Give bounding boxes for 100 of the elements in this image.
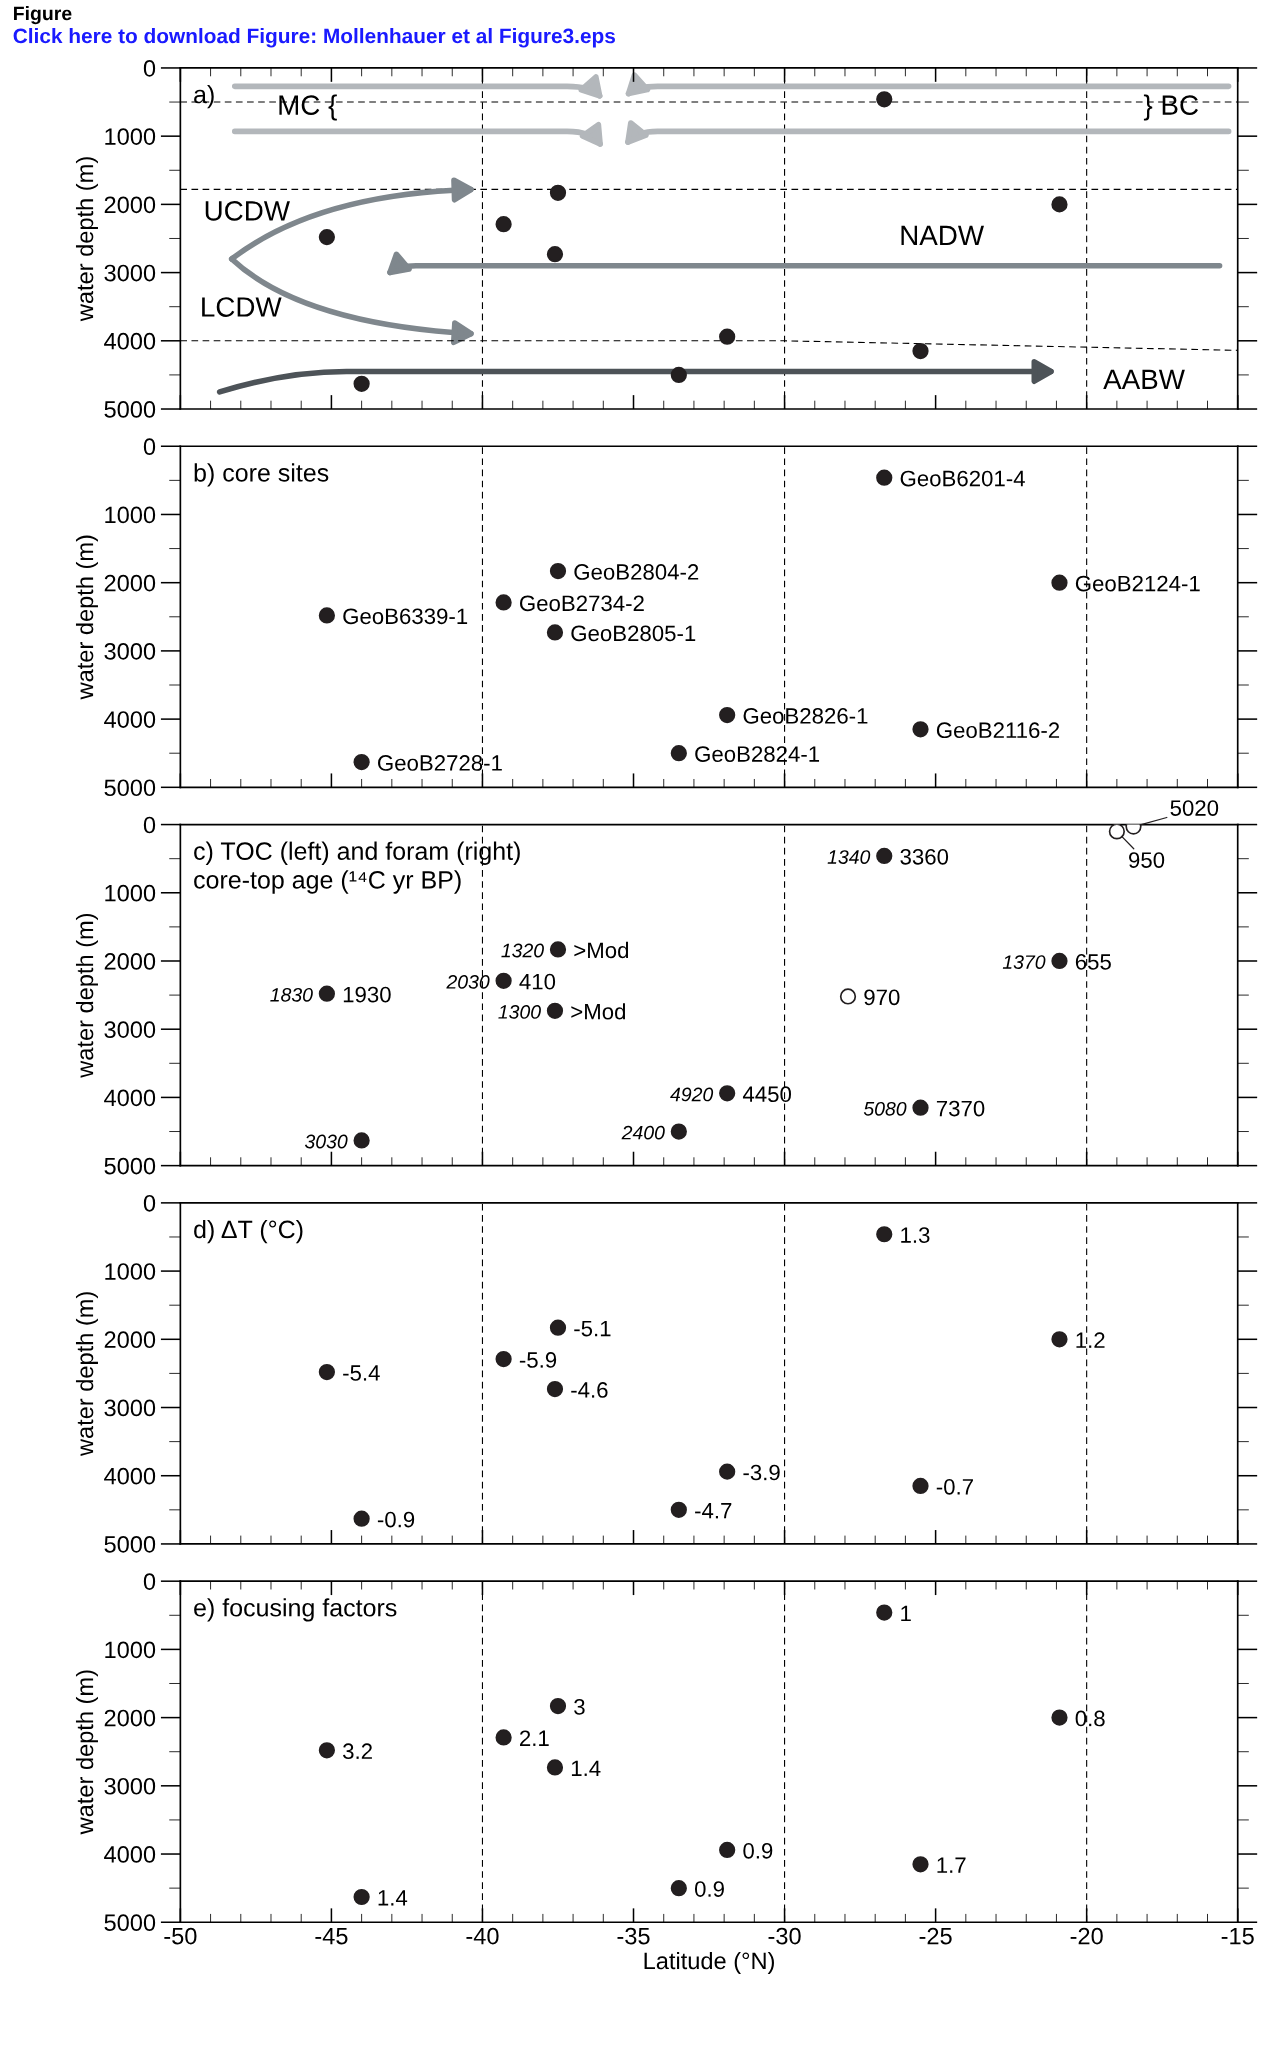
x-tick-label: -15 <box>1221 1927 1254 1945</box>
annotation: 2030 <box>446 975 490 989</box>
annotation: GeoB6201-4 <box>900 470 1025 487</box>
y-tick-label: 4000 <box>104 1467 156 1485</box>
annotation: 0.9 <box>743 1842 773 1859</box>
annotation: 5080 <box>863 1101 907 1116</box>
annotation: 0.9 <box>694 1881 724 1897</box>
y-tick-label: 5000 <box>104 779 156 797</box>
annotation: GeoB2824-1 <box>695 746 820 762</box>
y-tick-label: 3000 <box>104 642 156 660</box>
text: Figure <box>14 6 72 25</box>
y-tick-label: 0 <box>143 1194 156 1212</box>
y-tick-label: 3000 <box>104 1399 156 1417</box>
annotation: 5020 <box>1170 800 1219 816</box>
y-tick-label: 4000 <box>104 1089 156 1107</box>
y-tick-label: 0 <box>143 438 156 456</box>
y-axis-title: water depth (m) <box>75 1292 98 1457</box>
annotation: 2400 <box>621 1125 665 1140</box>
y-tick-label: 1000 <box>105 506 156 524</box>
annotation: GeoB2804-2 <box>574 564 699 580</box>
annotation: 1.3 <box>901 1227 930 1243</box>
y-tick-label: 0 <box>143 816 156 834</box>
annotation: 1930 <box>343 986 391 1003</box>
annotation: -3.9 <box>743 1464 780 1481</box>
annotation: 1 <box>901 1605 911 1622</box>
x-tick-label: -40 <box>466 1927 499 1945</box>
y-tick-label: 2000 <box>104 196 156 214</box>
annotation: 3 <box>574 1699 585 1715</box>
annotation: GeoB2116-2 <box>936 722 1060 739</box>
text: c) TOC (left) and foram (right) core-top age (¹⁴C yr BP) <box>194 841 520 894</box>
annotation: LCDW <box>202 297 282 317</box>
annotation: 950 <box>1129 852 1165 868</box>
y-tick-label: 2000 <box>104 574 156 592</box>
y-tick-label: 1000 <box>105 1641 156 1659</box>
y-tick-label: 2000 <box>104 953 156 970</box>
annotation: -5.4 <box>343 1365 380 1381</box>
y-tick-label: 5000 <box>104 401 156 418</box>
annotation: 3.2 <box>343 1743 372 1760</box>
text: Click here to download Figure: Mollenhauer et al Figure3.eps <box>13 28 615 48</box>
annotation: GeoB6339-1 <box>343 608 468 625</box>
annotation: 655 <box>1075 954 1111 970</box>
annotation: 1340 <box>827 850 871 864</box>
y-tick-label: 5000 <box>104 1914 156 1932</box>
y-tick-label: 0 <box>143 1573 156 1590</box>
annotation: 410 <box>519 973 556 990</box>
y-tick-label: 3000 <box>104 1777 156 1795</box>
annotation: -4.6 <box>571 1382 608 1398</box>
y-tick-label: 5000 <box>104 1536 156 1553</box>
annotation: 1.4 <box>378 1890 408 1906</box>
annotation: GeoB2805-1 <box>571 625 696 642</box>
y-axis-title: water depth (m) <box>75 157 98 322</box>
x-tick-label: -30 <box>768 1927 801 1945</box>
y-tick-label: 1000 <box>105 128 156 145</box>
text: d) ΔT (°C) <box>194 1219 303 1244</box>
y-tick-label: 4000 <box>104 332 156 350</box>
x-axis-title: Latitude (°N) <box>644 1951 774 1974</box>
y-tick-label: 3000 <box>104 1021 156 1038</box>
annotation: -5.9 <box>519 1352 557 1368</box>
annotation: 4920 <box>670 1087 714 1102</box>
annotation: GeoB2826-1 <box>743 708 868 724</box>
annotation: 1370 <box>1002 955 1046 969</box>
y-tick-label: 5000 <box>104 1157 156 1175</box>
annotation: 4450 <box>742 1086 792 1103</box>
annotation: GeoB2728-1 <box>378 755 502 771</box>
text: e) focusing factors <box>194 1598 397 1622</box>
y-tick-label: 3000 <box>104 264 156 282</box>
y-axis-title: water depth (m) <box>75 535 98 700</box>
annotation: 1.7 <box>937 1857 966 1873</box>
text: a) <box>194 85 214 109</box>
annotation: 1320 <box>501 943 544 958</box>
y-axis-title: water depth (m) <box>75 1670 98 1835</box>
annotation: 3030 <box>304 1134 348 1149</box>
x-tick-label: -50 <box>164 1927 197 1945</box>
y-tick-label: 2000 <box>104 1709 156 1727</box>
annotation: 1830 <box>270 987 313 1002</box>
annotation: UCDW <box>205 201 290 221</box>
y-axis-title: water depth (m) <box>75 913 98 1078</box>
x-tick-label: -25 <box>919 1927 952 1945</box>
annotation: 1300 <box>498 1005 541 1019</box>
annotation: 970 <box>864 989 900 1006</box>
annotation: NADW <box>901 225 984 245</box>
annotation: -0.7 <box>936 1478 973 1495</box>
y-tick-label: 2000 <box>104 1331 156 1349</box>
x-tick-label: -20 <box>1070 1927 1103 1945</box>
annotation: -4.7 <box>695 1503 732 1519</box>
annotation: GeoB2124-1 <box>1075 575 1200 592</box>
text: b) core sites <box>194 463 329 487</box>
y-tick-label: 1000 <box>105 884 156 902</box>
y-tick-label: 0 <box>143 60 156 77</box>
annotation: 1.4 <box>571 1760 601 1776</box>
x-tick-label: -45 <box>315 1927 348 1945</box>
annotation: } BC <box>1143 94 1198 121</box>
y-tick-label: 4000 <box>104 1846 156 1863</box>
annotation: GeoB2734-2 <box>520 595 644 612</box>
annotation: 2.1 <box>520 1730 549 1746</box>
annotation: >Mod <box>574 941 629 959</box>
annotation: AABW <box>1103 369 1185 389</box>
annotation: -0.9 <box>377 1511 415 1528</box>
annotation: MC { <box>279 94 337 121</box>
y-tick-label: 4000 <box>104 711 156 728</box>
